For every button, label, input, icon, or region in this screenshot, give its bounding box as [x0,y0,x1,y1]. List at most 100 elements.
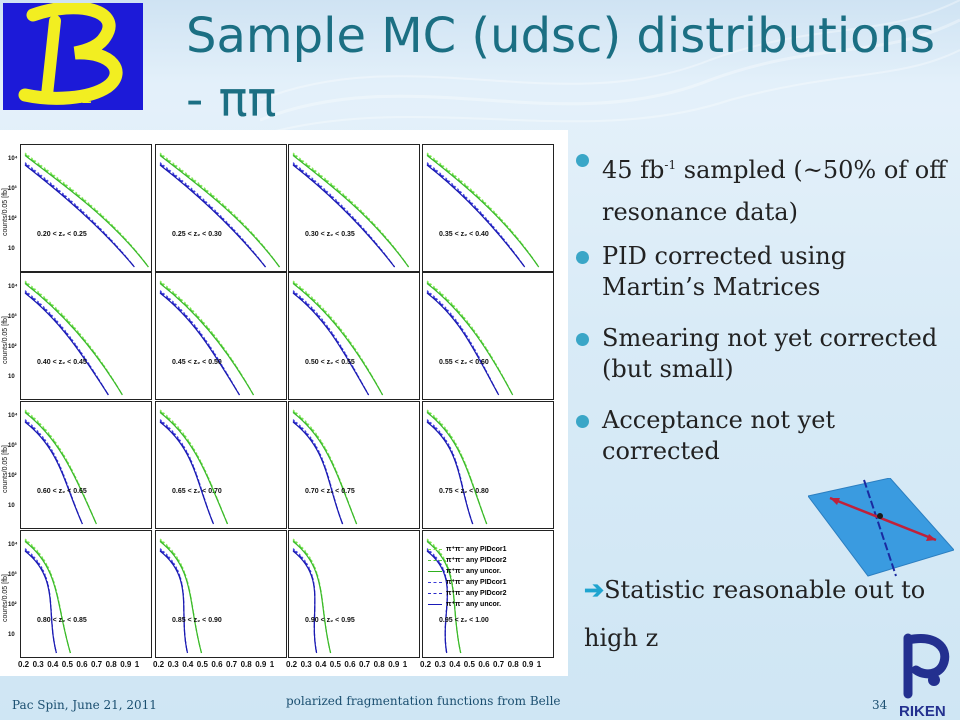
legend-text: π⁺π⁻ any uncor. [446,601,502,608]
z2-range-label: 0.85 < z₂ < 0.90 [172,617,222,624]
panel-curves [426,152,540,268]
distribution-curve [24,164,135,268]
x-tick-label: 0.6 [211,660,223,669]
distribution-panel: 0.25 < z₂ < 0.30 [155,144,287,272]
x-tick-label: 0.4 [449,660,461,669]
plot-legend: π⁺π⁻ any PIDcor1 π⁺π⁻ any PIDcor2 π⁺π⁻ any… [428,544,507,610]
distribution-curve [292,411,358,525]
y-axis-label: counts/0.05 [fb] [2,316,9,364]
x-tick-label: 1 [402,660,408,669]
legend-entry: π⁺π⁻ any PIDcor2 [428,555,507,566]
distribution-panel: 0.40 < z₂ < 0.45 [20,272,152,400]
z2-range-label: 0.65 < z₂ < 0.70 [172,488,222,495]
panel-curves [292,152,410,268]
distribution-curve [24,409,97,525]
distribution-curve [292,162,396,268]
distribution-curve [292,152,410,268]
legend-swatch [428,570,442,572]
x-tick-label: 0.3 [300,660,312,669]
panel-curves [292,409,358,525]
x-tick-label: 0.8 [373,660,385,669]
legend-entry: π⁺π⁻ any PIDcor1 [428,544,507,555]
x-tick-label: 0.2 [153,660,165,669]
distribution-panel: 0.70 < z₂ < 0.75 [288,401,420,529]
distribution-curve [24,411,97,525]
x-tick-label: 0.5 [329,660,341,669]
distribution-curve [24,163,135,268]
distribution-curve [426,152,540,268]
legend-swatch [428,559,442,561]
x-tick-label: 0.7 [226,660,238,669]
distribution-curve [426,154,540,268]
y-tick-label: 10² [8,473,17,479]
bullet-dot-icon [576,154,589,167]
x-tick-label: 0.8 [507,660,519,669]
distribution-curve [159,163,266,268]
bullet-dot-icon [576,333,589,346]
distribution-curve [292,421,344,525]
x-tick-label: 0.9 [388,660,400,669]
y-tick-label: 10 [8,632,15,638]
distribution-panel: 0.90 < z₂ < 0.95 [288,530,420,658]
bullet-text: 45 fb-1 sampled (~50% of off resonance d… [602,156,947,226]
x-tick-label: 0.5 [196,660,208,669]
distribution-curve [426,291,500,396]
legend-entry: π⁺π⁻ any PIDcor2 [428,588,507,599]
distribution-curve [24,280,123,396]
distribution-curve [292,154,410,268]
y-tick-label: 10³ [8,572,17,578]
distribution-curve [292,163,396,268]
x-tick-label: 0.4 [182,660,194,669]
bullet-text: Acceptance not yet corrected [602,406,836,465]
x-tick-label: 0.4 [315,660,327,669]
distribution-curve [24,154,149,268]
arrow-right-icon: ➔ [584,575,605,604]
distribution-panel: 0.75 < z₂ < 0.80 [422,401,554,529]
x-tick-label: 0.2 [420,660,432,669]
distribution-curve [159,421,215,525]
distribution-curve [159,411,229,525]
legend-text: π⁺π⁻ any uncor. [446,568,502,575]
z2-range-label: 0.70 < z₂ < 0.75 [305,488,355,495]
z2-range-label: 0.25 < z₂ < 0.30 [172,231,222,238]
decorative-wave [260,0,960,136]
footer-left: Pac Spin, June 21, 2011 [12,698,157,712]
distribution-curve [24,540,71,654]
y-tick-label: 10⁴ [8,284,18,290]
z2-range-label: 0.75 < z₂ < 0.80 [439,488,489,495]
page-number: 34 [872,698,888,712]
y-tick-label: 10² [8,216,17,222]
z2-range-label: 0.40 < z₂ < 0.45 [37,359,87,366]
distribution-curve [159,152,280,268]
belle-b-icon: BELLE [18,1,123,107]
distribution-curve [159,154,280,268]
panel-curves [292,280,384,396]
x-tick-label: 0.5 [463,660,475,669]
distribution-curve [292,550,318,654]
x-tick-label: 0.9 [255,660,267,669]
legend-text: π⁺π⁻ any PIDcor2 [446,590,507,597]
panel-curves [159,152,280,268]
panel-curves [159,409,229,525]
distribution-curve [426,163,526,268]
distribution-panel: 0.20 < z₂ < 0.25 [20,144,152,272]
bullet-text: PID corrected using Martin’s Matrices [602,242,847,301]
footer-center: polarized fragmentation functions from B… [286,694,561,708]
bullet-dot-icon [576,415,589,428]
x-tick-label: 0.3 [32,660,44,669]
y-tick-label: 10³ [8,443,17,449]
y-axis-label: counts/0.05 [fb] [2,574,9,622]
distribution-panel: 0.30 < z₂ < 0.35 [288,144,420,272]
x-tick-label: 0.3 [167,660,179,669]
panel-curves [292,538,332,654]
legend-swatch [428,581,442,583]
distribution-curve [292,540,332,654]
bullet-dot-icon [576,251,589,264]
belle-logo-text: BELLE [43,90,93,107]
z2-range-label: 0.60 < z₂ < 0.65 [37,488,87,495]
x-tick-label: 0.8 [240,660,252,669]
distribution-curve [159,540,203,654]
y-tick-label: 10 [8,246,15,252]
distribution-curve [292,291,370,396]
distribution-curve [159,281,255,396]
